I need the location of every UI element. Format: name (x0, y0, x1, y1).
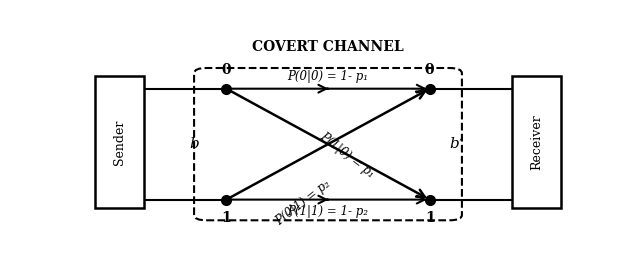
Text: 0: 0 (221, 63, 231, 77)
Text: b’: b’ (450, 137, 464, 151)
Text: P(0|1) = p₂: P(0|1) = p₂ (273, 177, 333, 228)
Text: Sender: Sender (113, 119, 126, 165)
FancyBboxPatch shape (511, 76, 561, 208)
Text: 1: 1 (425, 211, 435, 225)
Text: Receiver: Receiver (530, 114, 543, 170)
Text: P(1|1) = 1- p₂: P(1|1) = 1- p₂ (287, 205, 369, 218)
Text: b: b (189, 137, 199, 151)
Text: 1: 1 (221, 211, 231, 225)
FancyBboxPatch shape (95, 76, 145, 208)
Text: P(1|0) = p₁: P(1|0) = p₁ (317, 130, 376, 180)
Text: P(0|0) = 1- p₁: P(0|0) = 1- p₁ (287, 70, 369, 83)
Text: COVERT CHANNEL: COVERT CHANNEL (252, 40, 404, 54)
Text: 0: 0 (425, 63, 435, 77)
